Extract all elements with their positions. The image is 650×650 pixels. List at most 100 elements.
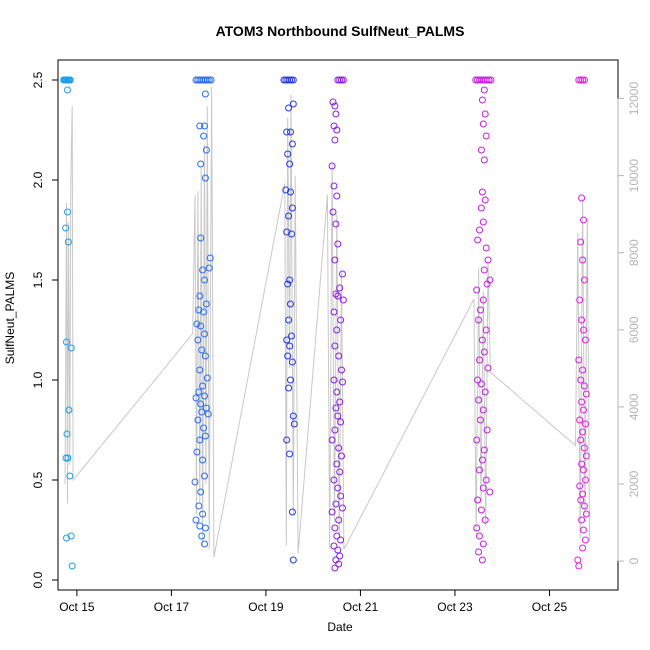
data-point	[578, 516, 586, 524]
data-point	[199, 266, 207, 274]
data-point	[201, 524, 209, 532]
data-point	[332, 110, 340, 118]
data-point	[288, 230, 295, 238]
data-point	[337, 316, 345, 324]
data-point	[284, 280, 292, 288]
data-point	[478, 96, 486, 104]
data-point	[578, 460, 586, 468]
axes: Oct 15 Oct 17 Oct 19 Oct 21 Oct 23 Oct 25 0.0 0…	[31, 59, 641, 614]
data-point	[287, 376, 294, 384]
x-tick-label: Oct 19	[248, 600, 284, 614]
data-point	[332, 290, 340, 298]
data-point	[581, 536, 589, 544]
data-point	[333, 388, 341, 396]
data-point	[194, 336, 202, 344]
data-point	[66, 472, 74, 480]
data-point	[480, 266, 488, 274]
data-point	[68, 562, 76, 570]
data-point	[197, 234, 205, 242]
data-point	[485, 76, 493, 84]
data-point	[286, 342, 294, 350]
data-point	[473, 286, 481, 294]
data-point	[283, 436, 291, 444]
data-point	[197, 488, 205, 496]
data-point	[286, 76, 294, 84]
data-point	[289, 556, 297, 564]
right-tick-label: 12000	[627, 82, 641, 116]
data-point	[335, 560, 343, 568]
data-point	[205, 76, 213, 84]
data-point	[332, 404, 340, 412]
data-point	[473, 436, 481, 444]
data-point	[334, 240, 342, 248]
data-point	[285, 212, 293, 220]
data-point	[287, 128, 294, 136]
data-point	[475, 396, 483, 404]
data-point	[334, 484, 342, 492]
data-point	[580, 444, 588, 452]
data-point	[196, 292, 204, 300]
data-point	[480, 446, 488, 454]
data-point	[577, 238, 585, 246]
x-tick-label: Oct 23	[437, 600, 473, 614]
data-point	[477, 506, 485, 514]
series-group	[328, 76, 347, 572]
data-point	[331, 426, 339, 434]
data-point	[288, 204, 296, 212]
data-point	[201, 432, 209, 440]
data-point	[198, 408, 206, 416]
data-point	[580, 276, 588, 284]
scatter-points	[60, 76, 590, 572]
data-point	[289, 76, 297, 84]
data-point	[331, 136, 339, 144]
data-point	[576, 416, 584, 424]
data-point	[331, 256, 339, 264]
data-point	[334, 546, 342, 554]
data-point	[477, 416, 484, 424]
data-point	[201, 90, 209, 98]
data-point	[479, 218, 487, 226]
data-point	[480, 86, 488, 94]
data-point	[203, 374, 211, 382]
data-point	[286, 450, 294, 458]
data-point	[474, 236, 482, 244]
y-tick-label: 0.5	[31, 471, 45, 488]
data-point	[197, 160, 205, 168]
data-point	[195, 388, 203, 396]
data-point	[579, 256, 587, 264]
data-point	[582, 510, 590, 518]
data-point	[580, 382, 588, 390]
data-point	[481, 110, 489, 118]
data-point	[62, 224, 70, 232]
data-point	[483, 76, 491, 84]
right-tick-label: 6000	[627, 316, 641, 343]
data-point	[331, 564, 339, 572]
data-point	[339, 296, 347, 304]
data-point	[201, 540, 208, 548]
data-point	[201, 352, 209, 360]
data-point	[288, 332, 295, 340]
data-point	[289, 412, 297, 420]
data-point	[64, 86, 71, 94]
data-point	[64, 238, 72, 246]
data-point	[480, 156, 488, 164]
data-point	[201, 174, 209, 182]
data-point	[332, 220, 340, 228]
data-point	[474, 496, 482, 504]
data-point	[580, 216, 587, 224]
data-point	[284, 150, 292, 158]
data-point	[338, 366, 345, 374]
data-point	[576, 296, 584, 304]
data-point	[330, 308, 338, 316]
data-point	[476, 356, 483, 364]
data-point	[285, 384, 293, 392]
data-point	[334, 412, 342, 420]
data-point	[199, 510, 207, 518]
data-point	[331, 524, 339, 532]
data-point	[204, 410, 212, 418]
data-point	[63, 430, 71, 438]
data-point	[337, 536, 345, 544]
data-point	[482, 326, 490, 334]
data-point	[479, 484, 487, 492]
